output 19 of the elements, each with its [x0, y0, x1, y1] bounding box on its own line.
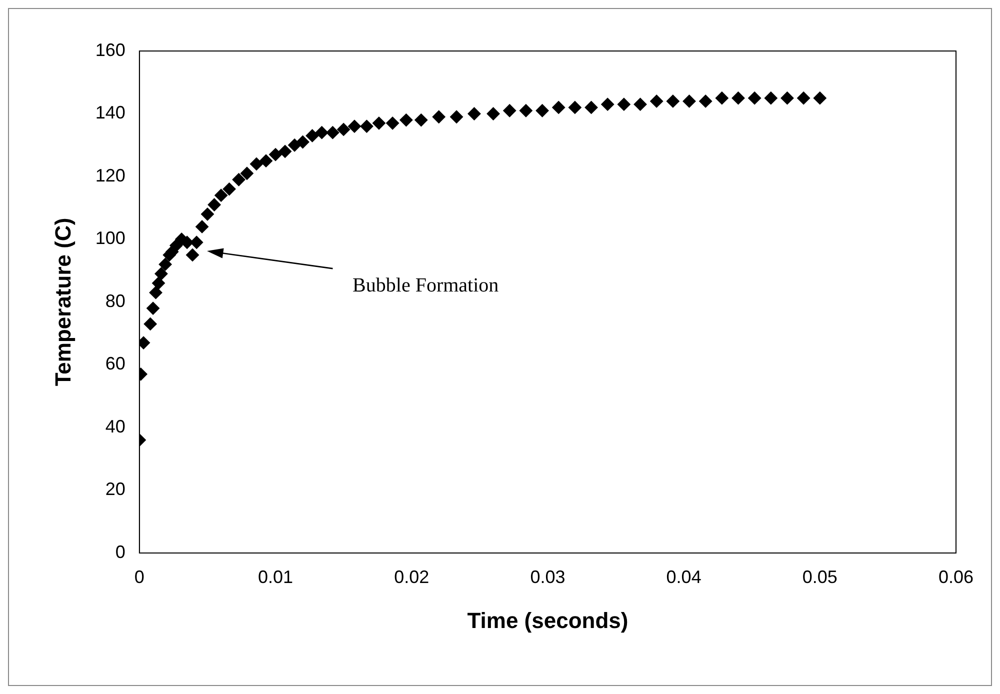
y-tick-label: 100 [95, 228, 126, 248]
y-tick-label: 20 [105, 479, 126, 500]
annotation: Bubble Formation [352, 274, 499, 297]
x-tick-label: 0.05 [802, 566, 838, 587]
x-axis-title: Time (seconds) [467, 608, 628, 633]
y-tick-label: 80 [105, 290, 126, 311]
y-tick-label: 120 [95, 165, 126, 186]
x-tick-label: 0.01 [258, 566, 294, 587]
x-tick-label: 0 [134, 566, 144, 587]
y-tick-label: 160 [95, 40, 126, 60]
x-tick-label: 0.02 [394, 566, 430, 587]
y-tick-label: 40 [105, 416, 126, 436]
y-tick-label: 0 [115, 542, 126, 562]
y-tick-label: 60 [105, 354, 126, 374]
x-tick-label: 0.06 [938, 566, 974, 587]
y-axis-title: Temperature (C) [50, 218, 76, 386]
y-tick-label: 140 [95, 102, 126, 123]
x-tick-label: 0.04 [666, 566, 702, 587]
x-tick-label: 0.03 [530, 566, 566, 587]
